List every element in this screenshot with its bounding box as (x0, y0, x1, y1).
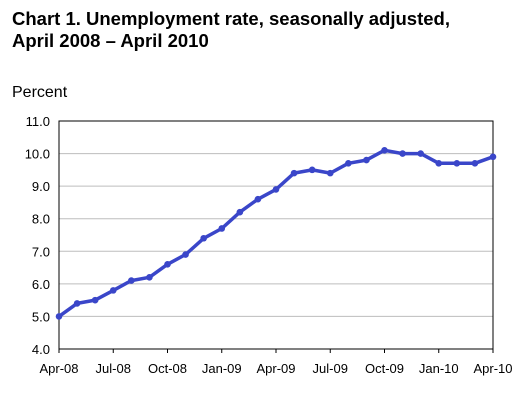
data-point (218, 225, 226, 232)
y-tick-label: 11.0 (26, 114, 50, 129)
x-tick-label: Oct-09 (365, 361, 404, 376)
data-point (381, 147, 388, 154)
y-tick-label: 10.0 (25, 147, 50, 162)
x-tick-label: Jul-08 (96, 361, 131, 376)
data-point (308, 166, 316, 174)
x-tick-label: Apr-09 (256, 361, 295, 376)
x-tick-label: Apr-08 (39, 361, 78, 376)
data-point (146, 274, 153, 281)
chart-title-line-1: Chart 1. Unemployment rate, seasonally a… (12, 8, 450, 29)
data-point (290, 169, 298, 177)
y-tick-label: 8.0 (32, 212, 50, 227)
x-tick-label: Apr-10 (473, 361, 512, 376)
data-point (55, 313, 63, 320)
y-tick-label: 5.0 (32, 309, 50, 324)
x-tick-label: Jan-10 (419, 361, 459, 376)
chart-title: Chart 1. Unemployment rate, seasonally a… (12, 8, 450, 52)
data-point (182, 251, 189, 258)
x-tick-label: Jan-09 (202, 361, 242, 376)
data-point (399, 150, 406, 157)
chart-title-line-2: April 2008 – April 2010 (12, 30, 209, 51)
data-point (345, 160, 352, 167)
data-point (435, 160, 443, 167)
data-point (326, 169, 334, 177)
data-point (164, 261, 171, 268)
data-point (417, 150, 424, 157)
data-point (471, 160, 479, 167)
data-point (128, 277, 135, 284)
data-point (272, 186, 280, 193)
data-point (236, 208, 244, 216)
data-point (489, 153, 497, 161)
data-point (91, 296, 99, 304)
plot-frame (58, 120, 494, 350)
data-point (453, 160, 461, 167)
y-tick-label: 9.0 (32, 179, 50, 194)
data-point (363, 156, 370, 164)
x-tick-label: Oct-08 (148, 361, 187, 376)
y-tick-label: 6.0 (32, 277, 50, 292)
y-tick-label: 4.0 (32, 342, 50, 357)
data-point (73, 300, 81, 307)
x-tick-label: Jul-09 (313, 361, 348, 376)
y-axis-label: Percent (12, 84, 68, 101)
series-line (57, 148, 494, 318)
data-point (254, 195, 262, 203)
data-point (109, 287, 117, 294)
data-point (200, 234, 207, 242)
y-tick-label: 7.0 (32, 244, 50, 259)
